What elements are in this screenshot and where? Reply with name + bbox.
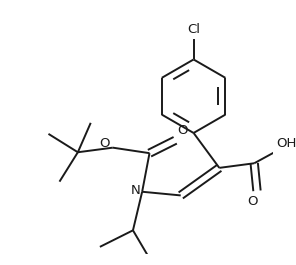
Text: O: O <box>177 124 188 137</box>
Text: O: O <box>99 138 110 151</box>
Text: OH: OH <box>276 138 296 151</box>
Text: N: N <box>131 184 140 197</box>
Text: Cl: Cl <box>187 23 200 36</box>
Text: O: O <box>247 195 258 207</box>
